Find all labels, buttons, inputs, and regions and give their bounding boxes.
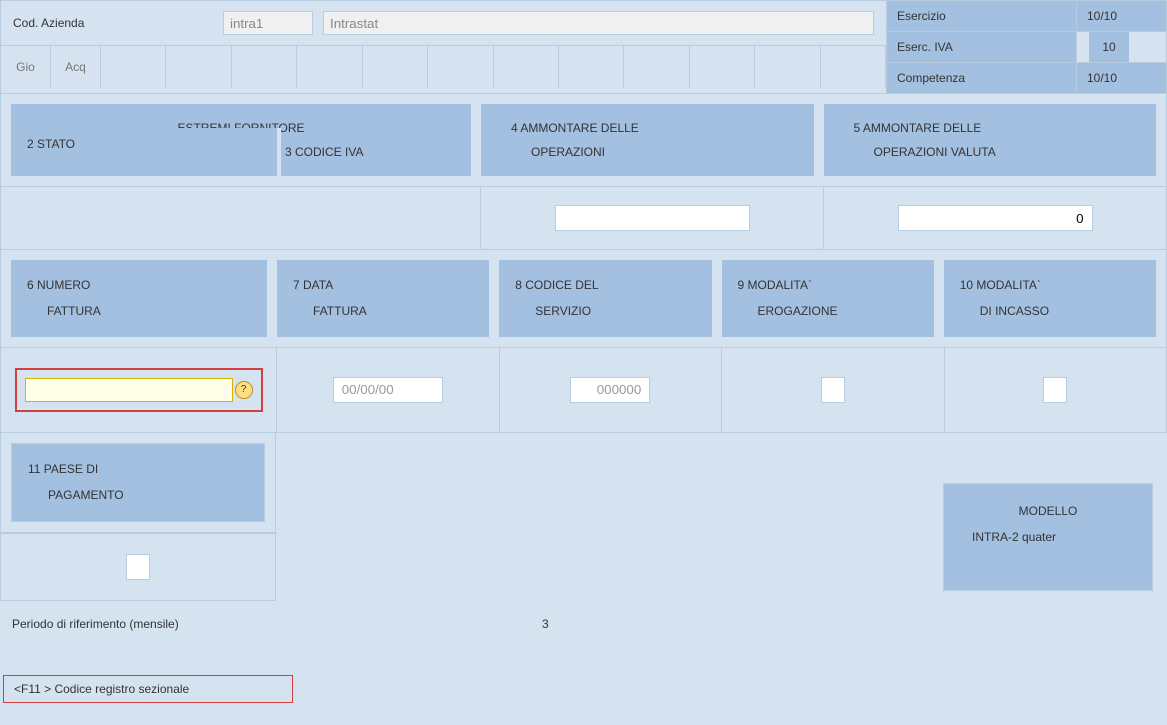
amm5-l2: OPERAZIONI VALUTA (854, 140, 1141, 164)
row-3: 11 PAESE DI PAGAMENTO MODELLO INTRA-2 qu… (0, 433, 1167, 601)
tab-empty[interactable] (624, 46, 689, 88)
header-codice-servizio: 8 CODICE DEL SERVIZIO (499, 260, 711, 337)
header-ammontare-valuta: 5 AMMONTARE DELLE OPERAZIONI VALUTA (824, 104, 1157, 176)
header-data-fattura: 7 DATA FATTURA (277, 260, 489, 337)
amm5-l1: 5 AMMONTARE DELLE (854, 116, 1141, 140)
amm4-l2: OPERAZIONI (511, 140, 798, 164)
tab-empty[interactable] (297, 46, 362, 88)
tab-gio[interactable]: Gio (1, 46, 51, 88)
modalita-erogazione-input[interactable] (821, 377, 845, 403)
tab-empty[interactable] (821, 46, 886, 88)
codice-servizio-input[interactable] (570, 377, 650, 403)
header-ammontare-operazioni: 4 AMMONTARE DELLE OPERAZIONI (481, 104, 814, 176)
esercizio-value: 10/10 (1077, 1, 1166, 31)
esercizio-label: Esercizio (887, 1, 1077, 31)
header-fornitore: ESTREMI FORNITORE 2 STATO 3 CODICE IVA (11, 104, 471, 176)
competenza-label: Competenza (887, 63, 1077, 93)
tab-empty[interactable] (690, 46, 755, 88)
cod-azienda-input[interactable] (223, 11, 313, 35)
modello-title: MODELLO (972, 498, 1124, 524)
paese-pagamento-input[interactable] (126, 554, 150, 580)
tab-empty[interactable] (232, 46, 297, 88)
headers-row-1: ESTREMI FORNITORE 2 STATO 3 CODICE IVA 4… (0, 94, 1167, 187)
tab-empty[interactable] (363, 46, 428, 88)
header-numero-fattura: 6 NUMERO FATTURA (11, 260, 267, 337)
tab-empty[interactable] (559, 46, 624, 88)
footer-hint: <F11 > Codice registro sezionale (3, 675, 293, 703)
modalita-incasso-input[interactable] (1043, 377, 1067, 403)
competenza-value: 10/10 (1077, 63, 1166, 93)
periodo-label: Periodo di riferimento (mensile) (12, 617, 542, 631)
header-paese-pagamento: 11 PAESE DI PAGAMENTO (11, 443, 265, 522)
header-modalita-erogazione: 9 MODALITA` EROGAZIONE (722, 260, 934, 337)
numero-fattura-wrapper: ? (15, 368, 263, 412)
numero-fattura-input[interactable] (25, 378, 233, 402)
tab-empty[interactable] (166, 46, 231, 88)
eserc-iva-value: 10 (1089, 32, 1129, 62)
amm4-l1: 4 AMMONTARE DELLE (511, 116, 798, 140)
periodo-value: 3 (542, 617, 549, 631)
periodo-row: Periodo di riferimento (mensile) 3 (0, 601, 1167, 647)
top-section: Cod. Azienda Gio Acq (0, 0, 1167, 94)
right-panel: Esercizio 10/10 Eserc. IVA 10 Competenza… (886, 1, 1166, 93)
inputs-row-1 (0, 187, 1167, 250)
inputs-row-2: ? (0, 348, 1167, 433)
headers-row-2: 6 NUMERO FATTURA 7 DATA FATTURA 8 CODICE… (0, 250, 1167, 348)
ammontare-valuta-input[interactable] (898, 205, 1093, 231)
modello-box: MODELLO INTRA-2 quater (943, 483, 1153, 591)
tab-acq[interactable]: Acq (51, 46, 101, 88)
lookup-icon[interactable]: ? (235, 381, 253, 399)
tab-empty[interactable] (494, 46, 559, 88)
header-codice-iva: 3 CODICE IVA (265, 140, 455, 164)
intrastat-input[interactable] (323, 11, 874, 35)
tab-empty[interactable] (101, 46, 166, 88)
data-fattura-input[interactable] (333, 377, 443, 403)
tabs-row: Gio Acq (1, 45, 886, 88)
eserc-iva-label: Eserc. IVA (887, 32, 1077, 62)
ammontare-operazioni-input[interactable] (555, 205, 750, 231)
cod-azienda-label: Cod. Azienda (13, 16, 213, 30)
header-stato: 2 STATO (27, 128, 261, 156)
modello-value: INTRA-2 quater (972, 524, 1124, 550)
header-modalita-incasso: 10 MODALITA` DI INCASSO (944, 260, 1156, 337)
tab-empty[interactable] (428, 46, 493, 88)
tab-empty[interactable] (755, 46, 820, 88)
